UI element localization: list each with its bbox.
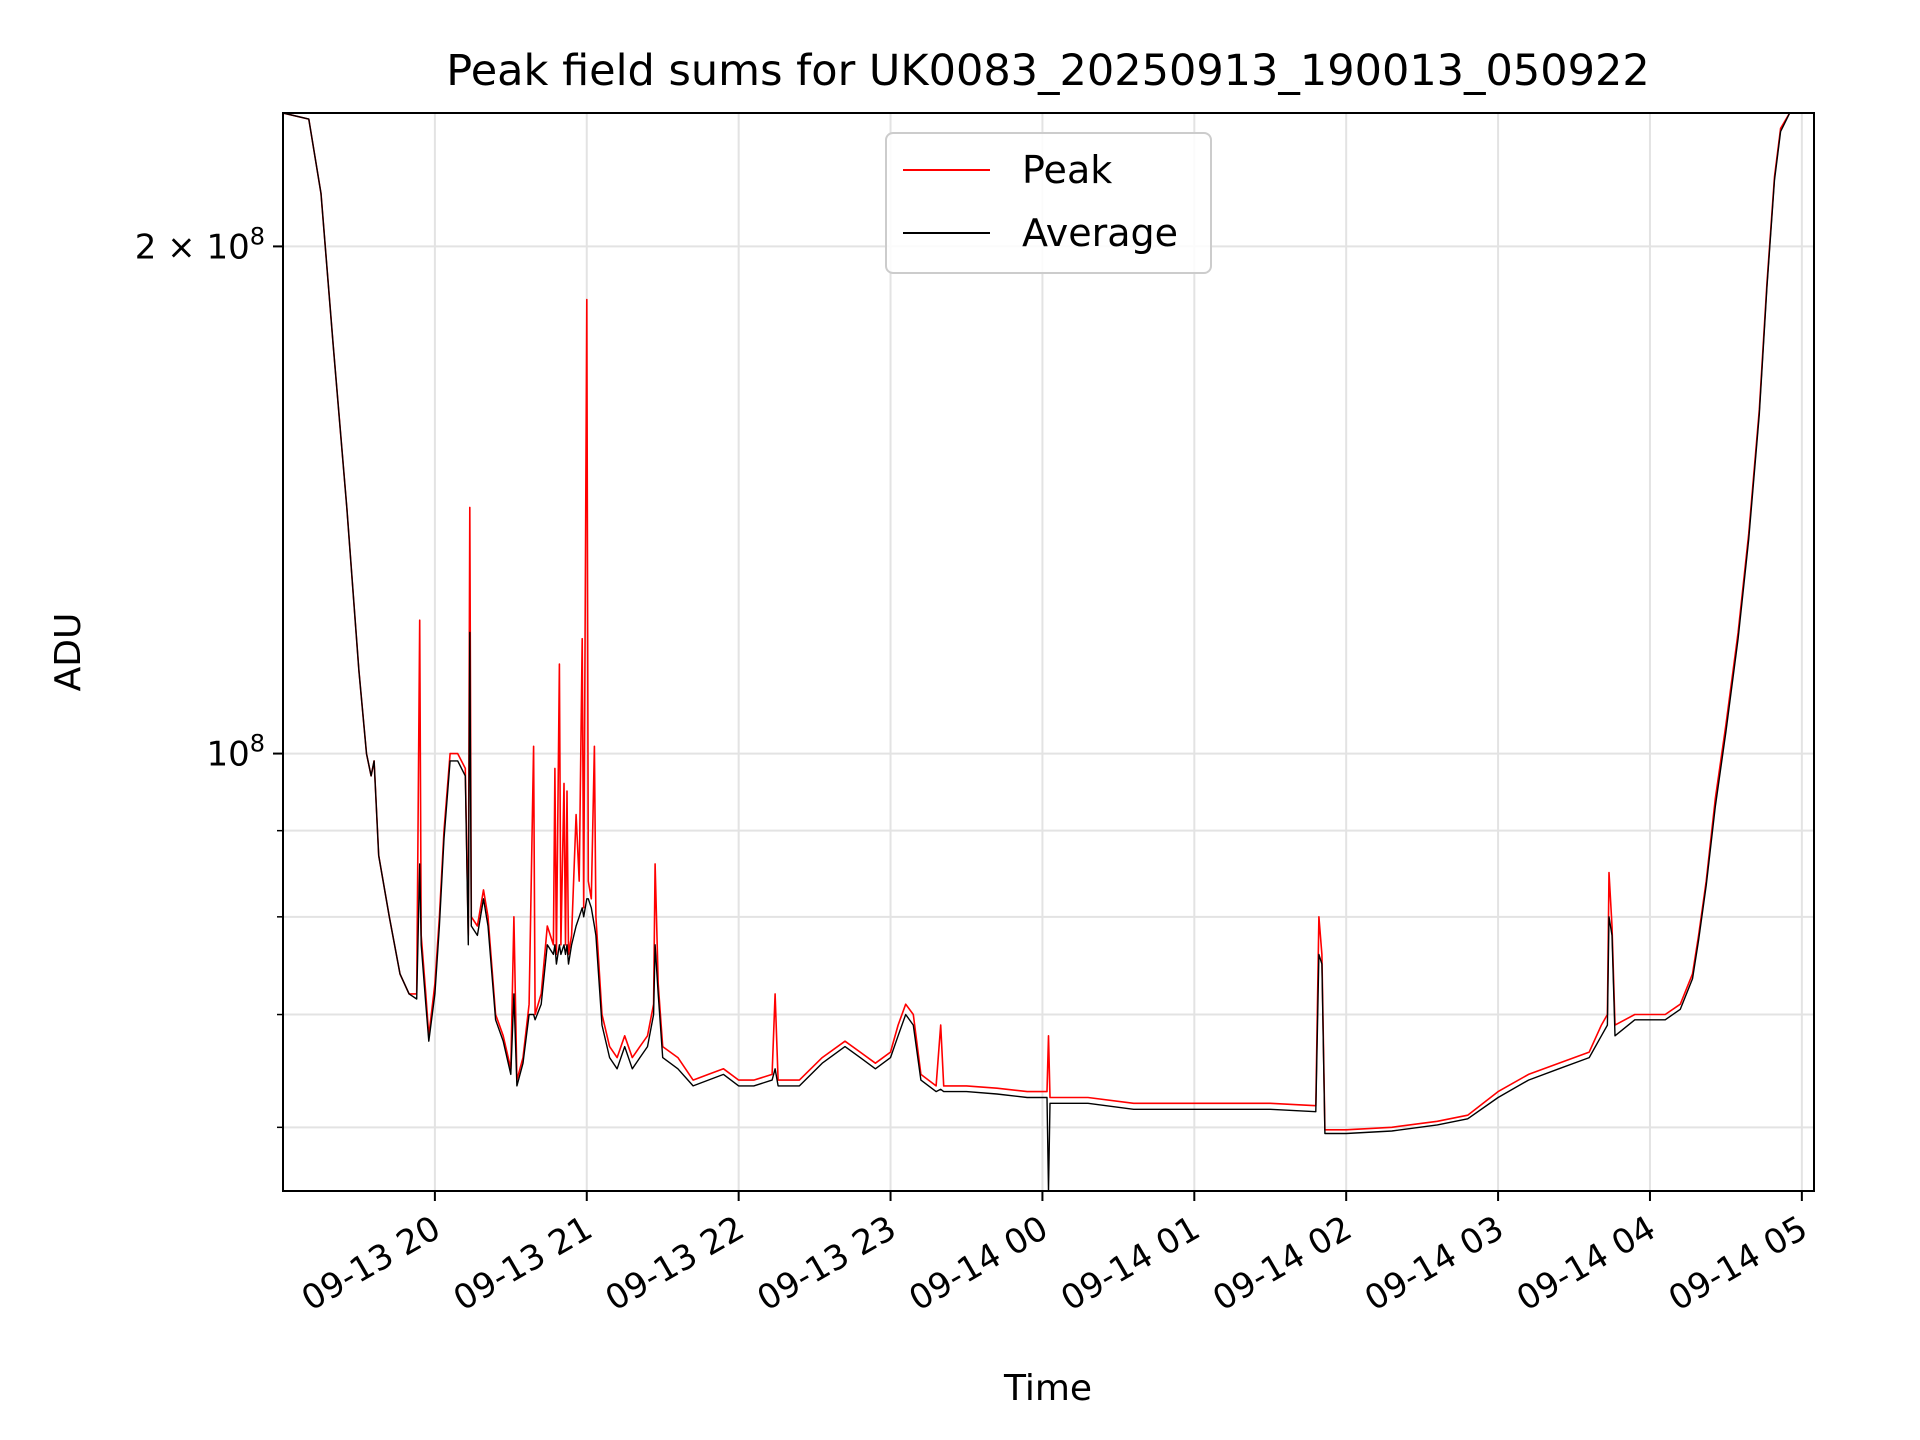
- legend-label-peak: Peak: [1022, 148, 1112, 192]
- legend: Peak Average: [885, 132, 1212, 274]
- y-tick-label: 108: [206, 730, 265, 775]
- series-line-average: [283, 113, 1814, 1191]
- legend-label-average: Average: [1022, 211, 1178, 255]
- grid: [283, 113, 1814, 1191]
- y-tick-label: 2 × 108: [135, 222, 265, 267]
- legend-box: [885, 132, 1212, 274]
- x-axis-label: Time: [1003, 1368, 1092, 1409]
- chart-title: Peak field sums for UK0083_20250913_1900…: [446, 46, 1649, 96]
- series-area: [283, 113, 1814, 1191]
- plot-frame: [282, 112, 1815, 1192]
- series-line-peak: [283, 113, 1814, 1131]
- y-axis-label: ADU: [48, 613, 89, 692]
